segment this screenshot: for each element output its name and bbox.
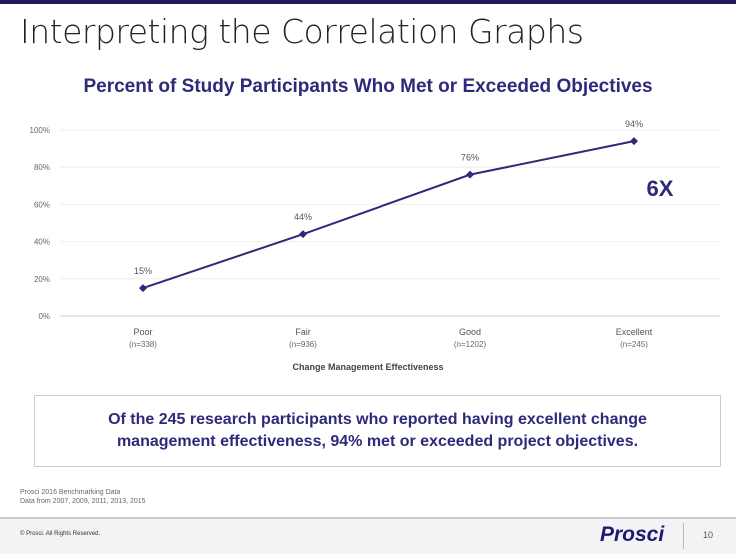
data-point [630,137,638,146]
x-tick-sublabel: (n=936) [289,340,317,349]
x-tick-sublabel: (n=1202) [454,340,487,349]
y-tick-label: 40% [34,238,50,247]
data-point [139,284,147,293]
y-tick-label: 100% [30,126,50,135]
line-chart: 0% 20% 40% 60% 80% 100% 15% Poor (n=338) 44% Fair (… [30,119,720,372]
y-tick-label: 0% [38,312,50,321]
x-tick-label: Good [459,327,481,337]
chart-title: Percent of Study Participants Who Met or… [83,76,653,97]
x-axis-label: Change Management Effectiveness [292,362,443,372]
page-number: 10 [703,530,714,540]
data-point [299,230,307,239]
x-tick-label: Excellent [616,327,653,337]
y-tick-label: 20% [34,275,50,284]
callout-box: Of the 245 research participants who rep… [34,395,721,467]
data-label: 76% [461,153,479,163]
slide-title: Interpreting the Correlation Graphs [20,12,584,51]
data-label: 44% [294,212,312,222]
data-label: 15% [134,266,152,276]
divider [683,523,684,549]
top-bar [0,0,736,4]
source-line: Data from 2007, 2009, 2011, 2013, 2015 [20,498,146,505]
data-label: 94% [625,119,643,129]
y-tick-label: 60% [34,200,50,209]
source-note: Prosci 2016 Benchmarking Data Data from 2… [20,488,146,506]
x-tick-label: Fair [295,327,311,337]
data-point [466,170,474,179]
x-tick-sublabel: (n=245) [620,340,648,349]
x-tick-label: Poor [133,327,152,337]
x-tick-sublabel: (n=338) [129,340,157,349]
source-line: Prosci 2016 Benchmarking Data [20,489,121,496]
multiplier-badge: 6X [647,176,674,201]
copyright: © Prosci. All Rights Reserved. [20,531,101,537]
prosci-logo: Prosci [600,523,665,546]
footer: © Prosci. All Rights Reserved. Prosci 10 [0,517,736,554]
y-tick-label: 80% [34,163,50,172]
series-line [142,140,635,290]
callout-text: Of the 245 research participants who rep… [108,411,647,450]
